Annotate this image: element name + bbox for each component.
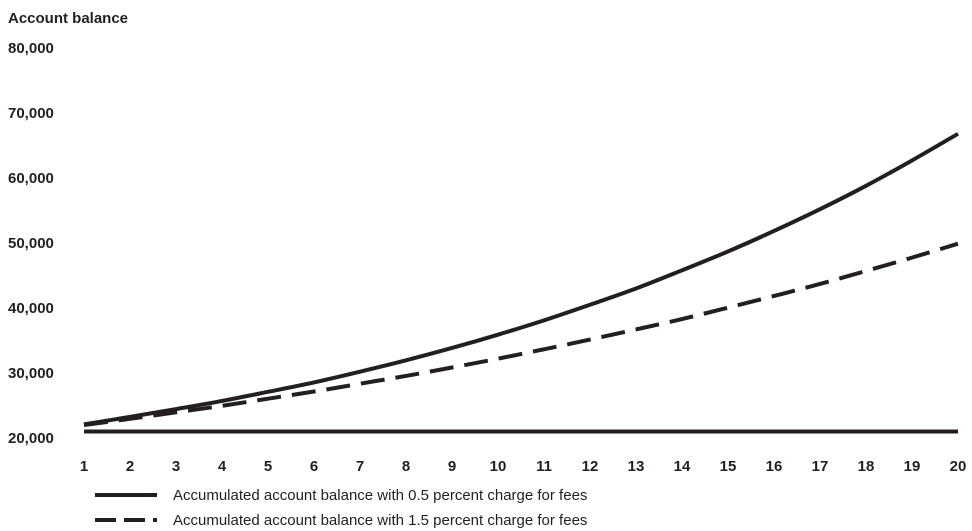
series-line-0-5-percent (83, 132, 960, 427)
legend-label: Accumulated account balance with 1.5 per… (173, 512, 587, 529)
x-tick-label: 18 (858, 458, 875, 475)
x-tick-label: 20 (950, 458, 967, 475)
x-tick-label: 5 (264, 458, 272, 475)
y-axis-title: Account balance (8, 10, 128, 27)
x-tick-label: 15 (720, 458, 737, 475)
y-tick-label: 40,000 (8, 300, 54, 317)
x-tick-label: 2 (126, 458, 134, 475)
x-tick-label: 17 (812, 458, 829, 475)
y-tick-label: 60,000 (8, 170, 54, 187)
series-line-1-5-percent (83, 241, 959, 427)
y-tick-label: 20,000 (8, 430, 54, 447)
series-lines (83, 132, 960, 427)
x-tick-label: 7 (356, 458, 364, 475)
x-tick-label: 3 (172, 458, 180, 475)
y-tick-label: 80,000 (8, 40, 54, 57)
x-tick-label: 12 (582, 458, 599, 475)
x-tick-label: 14 (674, 458, 691, 475)
y-tick-label: 70,000 (8, 105, 54, 122)
x-tick-label: 16 (766, 458, 783, 475)
x-tick-label: 1 (80, 458, 88, 475)
x-axis-ticks: 1 2 3 4 5 6 7 8 9 10 11 12 13 14 15 16 17 18 19 20 (80, 458, 967, 475)
x-tick-label: 19 (904, 458, 921, 475)
y-tick-label: 30,000 (8, 365, 54, 382)
x-tick-label: 9 (448, 458, 456, 475)
x-tick-label: 10 (490, 458, 507, 475)
x-tick-label: 11 (536, 458, 552, 475)
y-axis-ticks: 20,000 30,000 40,000 50,000 60,000 70,000 80,0… (8, 40, 54, 447)
x-tick-label: 13 (628, 458, 645, 475)
y-tick-label: 50,000 (8, 235, 54, 252)
legend-label: Accumulated account balance with 0.5 per… (173, 487, 587, 504)
x-tick-label: 4 (218, 458, 227, 475)
x-tick-label: 6 (310, 458, 318, 475)
x-tick-label: 8 (402, 458, 410, 475)
legend: Accumulated account balance with 0.5 per… (95, 487, 587, 529)
